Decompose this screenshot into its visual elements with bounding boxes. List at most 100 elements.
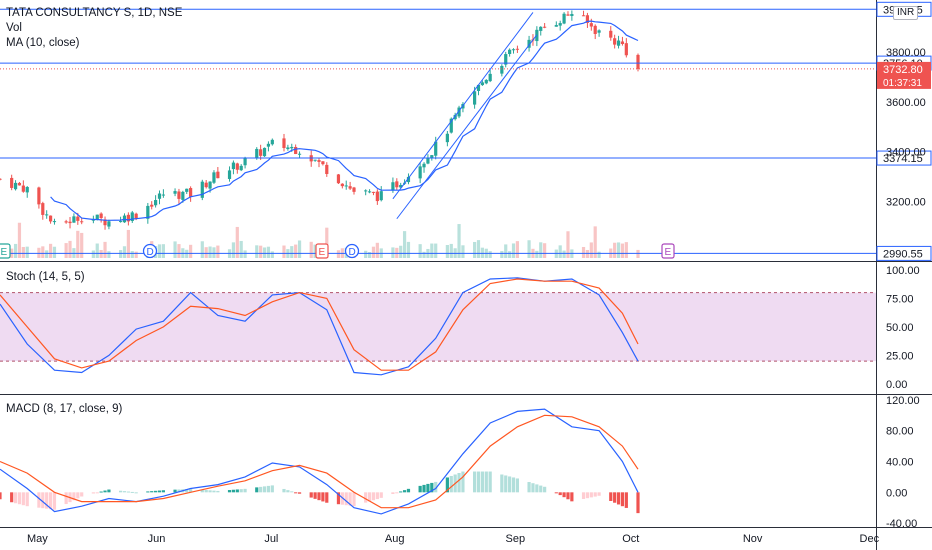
macd-histogram-bar (321, 492, 325, 502)
volume-bar (589, 242, 593, 258)
volume-bar (118, 250, 123, 258)
macd-histogram-bar (624, 492, 628, 508)
macd-histogram-bar (476, 471, 481, 493)
volume-bar (52, 246, 57, 258)
candle (476, 84, 481, 92)
macd-histogram-bar (570, 492, 574, 502)
candle (325, 164, 329, 174)
month-tick-label: Jul (264, 533, 278, 545)
macd-histogram-bar (10, 492, 14, 503)
volume-bar (391, 247, 395, 258)
macd-histogram-bar (146, 491, 150, 493)
candle (620, 41, 625, 44)
price-tick-label: 3400.00 (886, 147, 926, 159)
channel-upper-line[interactable] (392, 12, 534, 200)
volume-bar (325, 227, 329, 258)
macd-histogram-bar (325, 492, 329, 503)
candle (613, 38, 617, 45)
macd-histogram-bar (500, 474, 504, 493)
volume-bar (399, 245, 403, 258)
volume-bar (130, 251, 134, 258)
macd-histogram-bar (45, 492, 49, 509)
macd-histogram-bar (286, 490, 290, 493)
volume-bar (173, 241, 177, 258)
volume-bar (122, 246, 127, 258)
volume-bar (449, 243, 453, 258)
macd-histogram-bar (216, 490, 220, 493)
earnings-marker-icon[interactable] (661, 243, 675, 259)
macd-histogram-bar (426, 483, 430, 493)
candle (364, 190, 368, 192)
volume-bar (406, 241, 411, 258)
price-tick-label: 3800.00 (886, 47, 926, 59)
candle (589, 23, 593, 27)
macd-histogram-bar (515, 478, 520, 493)
earnings-marker-icon[interactable] (315, 243, 329, 259)
stoch-tick-label: 75.00 (886, 293, 914, 305)
volume-bar (21, 246, 25, 258)
currency-badge[interactable]: INR (893, 6, 919, 20)
macd-histogram-bar (371, 492, 376, 501)
volume-bar (212, 247, 216, 258)
volume-bar (581, 246, 586, 258)
candle (371, 191, 376, 193)
candle (616, 40, 621, 46)
candle (255, 148, 259, 158)
last-price-box (877, 61, 931, 89)
candle (17, 182, 22, 186)
volume-bar (313, 244, 317, 258)
marker-label: E (1, 247, 8, 258)
candle (290, 146, 294, 149)
candle (488, 73, 492, 82)
macd-histogram-bar (543, 486, 547, 493)
volume-bar (488, 251, 492, 258)
month-tick-label: Dec (860, 533, 880, 545)
volume-bar (259, 245, 263, 258)
marker-label: E (665, 247, 672, 258)
macd-histogram-bar (231, 489, 236, 493)
volume-bar (593, 226, 597, 258)
level-label-box (876, 245, 932, 261)
macd-histogram-bar (17, 492, 22, 505)
volume-bar (543, 243, 547, 258)
volume-bar (13, 243, 18, 258)
volume-bar (161, 244, 165, 258)
price-tick-label: 3600.00 (886, 97, 926, 109)
month-tick-label: Oct (622, 533, 639, 545)
channel-lower-line[interactable] (396, 34, 538, 220)
dividend-marker-icon[interactable] (344, 243, 360, 259)
dividend-marker-icon[interactable] (142, 243, 158, 259)
candle (200, 181, 204, 198)
macd-histogram-bar (122, 491, 127, 493)
macd-histogram-bar (313, 492, 317, 499)
volume-bar (476, 240, 481, 258)
candle (189, 188, 193, 197)
macd-histogram-bar (72, 492, 76, 501)
volume-bar (508, 251, 512, 258)
candle (294, 146, 298, 155)
candle (270, 139, 274, 145)
macd-histogram-bar (185, 489, 189, 493)
ma-line (50, 20, 639, 221)
volume-bar (504, 244, 508, 258)
candle (212, 172, 216, 183)
volume-bar (297, 240, 302, 258)
candle (235, 163, 239, 170)
candle (597, 30, 601, 33)
candle (243, 158, 247, 166)
macd-histogram-bar (243, 488, 247, 493)
candle (317, 160, 321, 162)
volume-bar (200, 241, 204, 258)
volume-bar (480, 247, 484, 258)
earnings-marker-icon[interactable] (0, 243, 11, 259)
macd-histogram-bar (566, 492, 570, 500)
macd-histogram-bar (562, 492, 566, 498)
macd-histogram-bar (364, 492, 368, 503)
macd-histogram-bar (399, 491, 403, 493)
month-tick-label: May (27, 533, 48, 545)
candle (504, 54, 508, 65)
candle (395, 181, 399, 188)
macd-histogram-bar (0, 492, 2, 500)
